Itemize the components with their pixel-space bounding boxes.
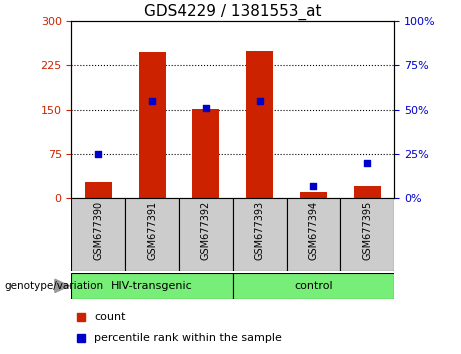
- Bar: [233, 273, 394, 299]
- Bar: [340, 198, 394, 271]
- Point: [95, 151, 102, 157]
- Point: [256, 98, 263, 104]
- Polygon shape: [55, 279, 70, 292]
- Bar: [246, 51, 273, 198]
- Text: GSM677390: GSM677390: [93, 200, 103, 259]
- Bar: [139, 52, 165, 198]
- Text: GSM677392: GSM677392: [201, 200, 211, 260]
- Bar: [71, 273, 233, 299]
- Text: GSM677395: GSM677395: [362, 200, 372, 260]
- Title: GDS4229 / 1381553_at: GDS4229 / 1381553_at: [144, 4, 322, 20]
- Point: [364, 160, 371, 166]
- Text: count: count: [94, 312, 125, 322]
- Bar: [287, 198, 340, 271]
- Bar: [300, 192, 327, 198]
- Bar: [354, 187, 381, 198]
- Point: [202, 105, 210, 111]
- Text: GSM677393: GSM677393: [254, 200, 265, 259]
- Bar: [233, 198, 287, 271]
- Point: [148, 98, 156, 104]
- Bar: [179, 198, 233, 271]
- Text: HIV-transgenic: HIV-transgenic: [111, 281, 193, 291]
- Text: control: control: [294, 281, 333, 291]
- Text: genotype/variation: genotype/variation: [5, 281, 104, 291]
- Point: [310, 183, 317, 189]
- Bar: [71, 198, 125, 271]
- Bar: [193, 109, 219, 198]
- Text: percentile rank within the sample: percentile rank within the sample: [94, 332, 282, 343]
- Bar: [125, 198, 179, 271]
- Text: GSM677394: GSM677394: [308, 200, 319, 259]
- Bar: [85, 182, 112, 198]
- Text: GSM677391: GSM677391: [147, 200, 157, 259]
